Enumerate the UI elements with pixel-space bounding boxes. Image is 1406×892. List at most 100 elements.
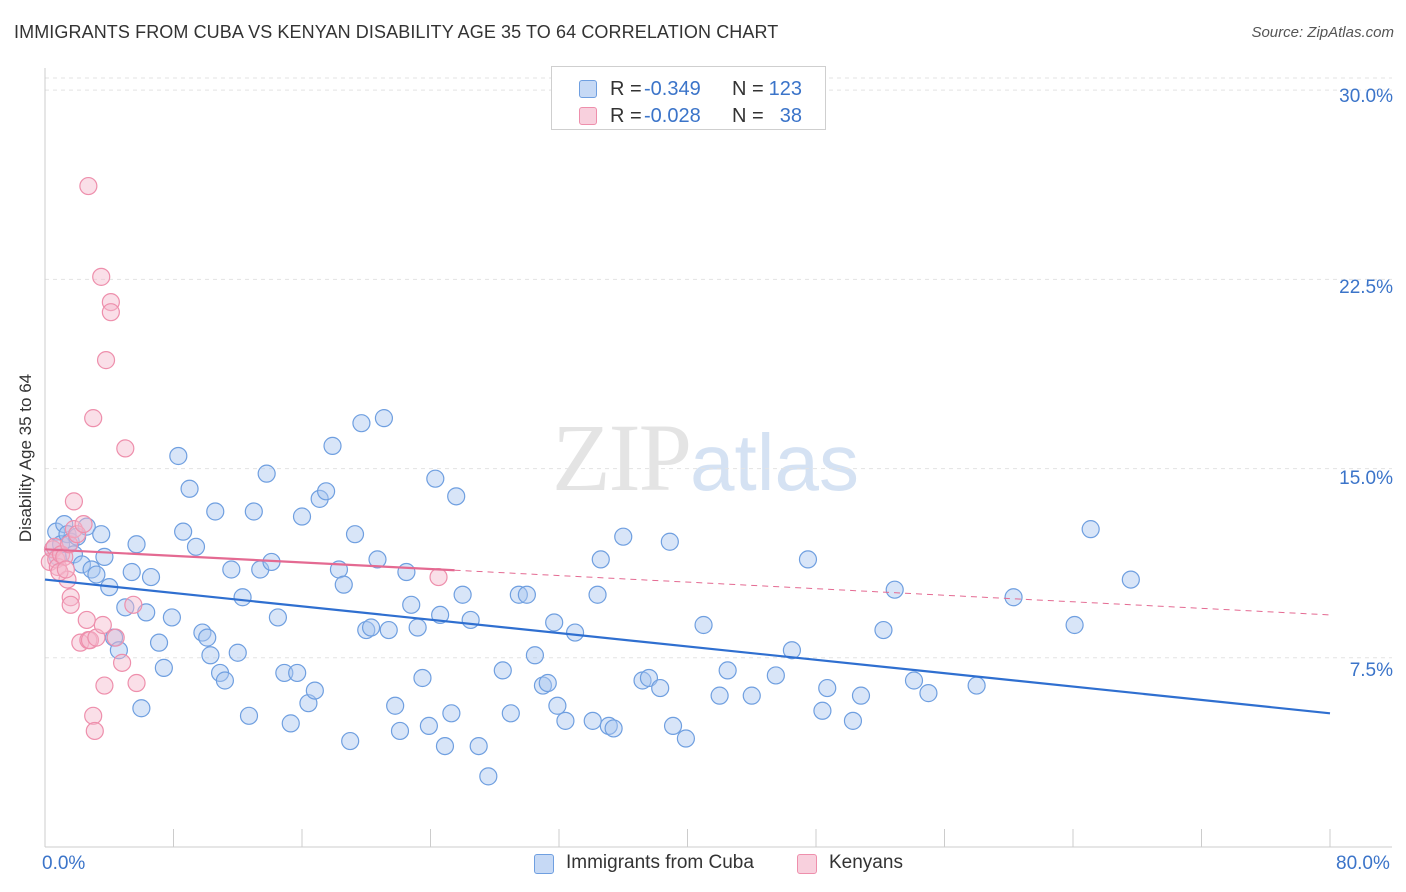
n-label: N =: [732, 78, 764, 100]
cuba-point: [87, 565, 106, 584]
cuba-point: [408, 618, 427, 637]
cuba-point: [694, 615, 713, 635]
kenyans-point: [96, 351, 116, 370]
cuba-point: [201, 646, 220, 665]
cuba-point: [233, 588, 252, 607]
cuba-point: [1121, 570, 1140, 589]
cuba-point: [206, 502, 225, 521]
cuba-point: [288, 663, 307, 683]
cuba-point: [169, 446, 188, 466]
cuba-point: [379, 620, 398, 640]
kenyans-point: [84, 706, 103, 725]
cuba-point: [82, 560, 101, 579]
cuba-point: [244, 502, 263, 521]
cuba-point: [874, 620, 893, 640]
cuba-point: [305, 681, 324, 700]
cuba-point: [469, 736, 488, 756]
cuba-legend-label: Immigrants from Cuba: [566, 852, 754, 873]
y-tick-label-22-5: 22.5%: [1339, 277, 1393, 298]
cuba-point: [501, 704, 520, 723]
cuba-point: [818, 678, 837, 698]
x-tick-label-min: 0.0%: [42, 853, 86, 874]
cuba-point: [453, 585, 472, 604]
cuba-point: [334, 575, 353, 594]
cuba-point: [402, 595, 421, 614]
cuba-point: [55, 514, 74, 534]
legend-row-cuba: R = -0.349 N = 123: [552, 75, 825, 105]
y-tick-label-15: 15.0%: [1339, 468, 1393, 489]
cuba-point: [310, 489, 329, 508]
kenyans-trend-line: [44, 548, 455, 572]
cuba-point: [663, 716, 683, 736]
cuba-point: [341, 731, 360, 751]
cuba-swatch: [579, 80, 597, 98]
cuba-point: [323, 436, 342, 455]
cuba-point: [92, 525, 111, 544]
cuba-point: [591, 550, 610, 569]
watermark-zip: ZIP: [552, 404, 692, 511]
kenyans-point: [85, 721, 104, 741]
r-label: R =: [610, 78, 642, 100]
cuba-point: [413, 668, 432, 688]
cuba-point: [660, 532, 679, 551]
cuba-point: [361, 618, 381, 637]
kenyans-point: [127, 673, 146, 693]
kenyans-trend-line-extension: [454, 569, 1331, 616]
kenyans-point: [124, 595, 143, 614]
cuba-point: [154, 658, 173, 677]
cuba-trend-line: [44, 578, 1331, 715]
cuba-point: [419, 716, 438, 736]
cuba-point: [545, 613, 564, 632]
cuba-point: [533, 676, 553, 695]
cuba-point: [813, 701, 832, 720]
cuba-point: [345, 525, 365, 544]
kenyans-swatch: [579, 107, 597, 125]
cuba-point: [798, 550, 818, 569]
cuba-point: [268, 608, 288, 627]
cuba-point: [222, 560, 241, 579]
cuba-point: [127, 535, 146, 554]
n-value: 38: [779, 105, 802, 127]
cuba-point: [132, 699, 151, 718]
cuba-point: [180, 479, 199, 498]
cuba-point: [614, 527, 633, 546]
cuba-point: [141, 567, 161, 587]
kenyans-point: [95, 676, 114, 695]
y-tick-label-30: 30.0%: [1339, 86, 1393, 107]
cuba-point: [193, 623, 212, 642]
kenyans-point: [64, 492, 84, 511]
x-tick-label-max: 80.0%: [1336, 853, 1390, 874]
cuba-point: [174, 522, 193, 541]
cuba-point: [215, 671, 234, 690]
legend-row-kenyans: R = -0.028 N = 38: [552, 102, 825, 132]
cuba-point: [885, 580, 904, 599]
cuba-point: [386, 696, 405, 715]
watermark: ZIPatlas: [552, 402, 859, 513]
kenyans-point: [61, 588, 80, 607]
cuba-point: [493, 661, 512, 680]
cuba-point: [904, 671, 924, 690]
cuba-point: [742, 686, 761, 705]
cuba-point: [374, 409, 394, 428]
cuba-point: [390, 721, 410, 741]
cuba-point: [149, 633, 169, 652]
kenyans-point: [429, 567, 448, 587]
cuba-point: [766, 666, 785, 685]
cuba-point: [651, 678, 670, 698]
chart-title: IMMIGRANTS FROM CUBA VS KENYAN DISABILIT…: [14, 22, 779, 42]
kenyans-point: [101, 292, 120, 312]
kenyans-point: [68, 525, 87, 544]
cuba-point: [538, 673, 557, 693]
cuba-point: [257, 464, 276, 483]
cuba-point: [426, 469, 445, 488]
cuba-point: [281, 714, 300, 733]
kenyans-point: [84, 409, 103, 428]
cuba-point: [461, 610, 480, 630]
cuba-point: [1081, 520, 1100, 539]
kenyans-legend-swatch: [797, 854, 817, 874]
cuba-point: [851, 686, 871, 705]
cuba-point: [639, 668, 659, 688]
source-label: Source: ZipAtlas.com: [1251, 24, 1394, 41]
r-value: -0.028: [644, 105, 701, 127]
kenyans-point: [79, 176, 98, 196]
